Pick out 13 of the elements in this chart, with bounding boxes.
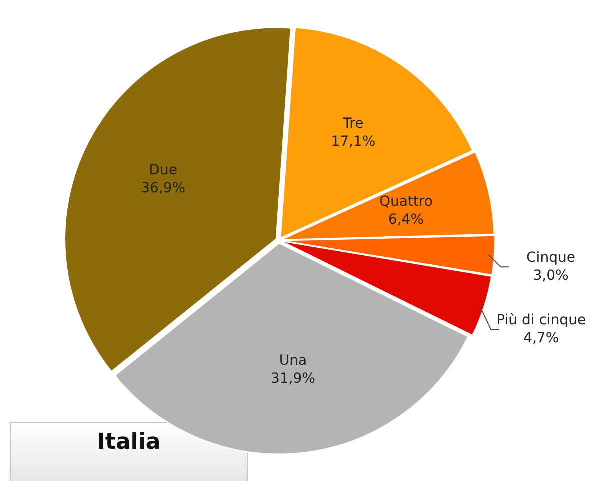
data-label: 17,1% — [331, 134, 376, 150]
data-label: 31,9% — [270, 370, 316, 387]
slice-label: Più di cinque — [496, 312, 586, 329]
data-label: 4,7% — [524, 330, 560, 347]
slice-label: Tre — [342, 116, 364, 132]
text: Italia — [10, 422, 248, 481]
data-label: 36,9% — [141, 180, 186, 197]
data-label: 3,0% — [533, 268, 569, 284]
slice-label: Quattro — [379, 194, 433, 210]
slice-label: Due — [149, 162, 178, 179]
slice-label: Cinque — [526, 250, 576, 266]
data-label: 6,4% — [388, 212, 424, 228]
slice-label: Una — [279, 352, 308, 369]
